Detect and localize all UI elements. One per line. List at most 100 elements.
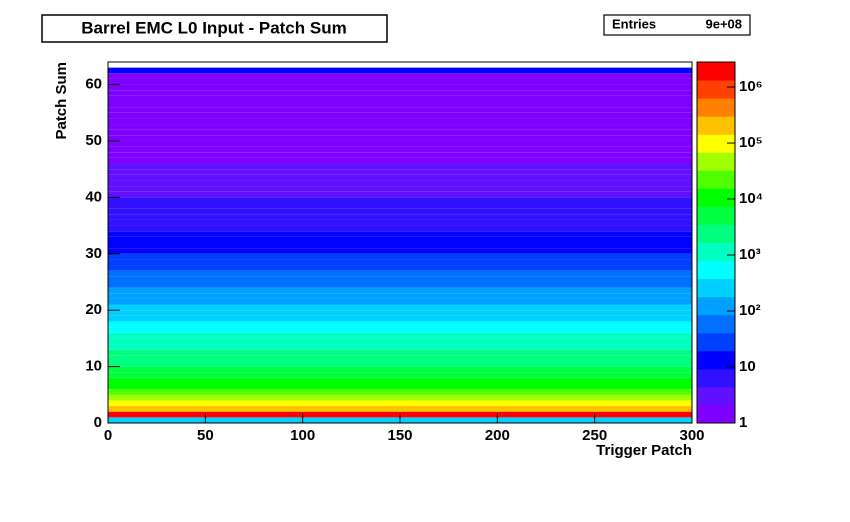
heat-cell bbox=[108, 225, 692, 232]
heat-cell bbox=[108, 372, 692, 378]
heat-cell bbox=[108, 248, 692, 254]
heat-cell bbox=[108, 112, 692, 119]
heat-cell bbox=[108, 377, 692, 384]
heat-cell bbox=[108, 231, 692, 237]
y-tick-label: 60 bbox=[85, 76, 102, 93]
heat-cell bbox=[108, 67, 692, 74]
heat-cell bbox=[108, 242, 692, 249]
heat-cell bbox=[108, 157, 692, 164]
z-tick-label: 10 bbox=[739, 358, 756, 375]
heat-cell bbox=[108, 140, 692, 147]
x-tick-label: 200 bbox=[485, 427, 510, 444]
heat-cell bbox=[108, 298, 692, 305]
chart-title: Barrel EMC L0 Input - Patch Sum bbox=[81, 18, 346, 37]
heat-cell bbox=[108, 332, 692, 339]
heat-cell bbox=[108, 259, 692, 266]
x-tick-label: 50 bbox=[197, 427, 214, 444]
heat-cell bbox=[108, 95, 692, 102]
z-tick-label: 10⁴ bbox=[739, 190, 763, 207]
heat-cell bbox=[108, 394, 692, 401]
heat-cell bbox=[108, 265, 692, 271]
heat-cell bbox=[108, 84, 692, 91]
x-axis-label: Trigger Patch bbox=[596, 442, 692, 459]
heat-cell bbox=[108, 152, 692, 158]
y-tick-label: 0 bbox=[94, 414, 102, 431]
heat-cell bbox=[108, 344, 692, 350]
heat-cell bbox=[108, 214, 692, 220]
heat-cell bbox=[108, 129, 692, 136]
heat-cell bbox=[108, 281, 692, 288]
z-tick-label: 10² bbox=[739, 302, 761, 319]
heat-cell bbox=[108, 253, 692, 260]
heat-cell bbox=[108, 360, 692, 367]
palette-swatch bbox=[697, 242, 735, 262]
x-tick-label: 0 bbox=[104, 427, 112, 444]
palette-swatch bbox=[697, 170, 735, 189]
heat-cell bbox=[108, 293, 692, 299]
heat-cell bbox=[108, 349, 692, 356]
palette-swatch bbox=[697, 224, 735, 243]
palette-swatch bbox=[697, 278, 735, 298]
heat-cell bbox=[108, 276, 692, 282]
palette-swatch bbox=[697, 350, 735, 370]
palette-swatch bbox=[697, 386, 735, 406]
heat-cell bbox=[108, 163, 692, 170]
heat-cell bbox=[108, 90, 692, 96]
y-axis-label: Patch Sum bbox=[53, 62, 70, 140]
x-tick-label: 150 bbox=[387, 427, 412, 444]
heat-cell bbox=[108, 197, 692, 204]
heat-cell bbox=[108, 270, 692, 277]
heat-cell bbox=[108, 203, 692, 209]
palette-swatch bbox=[697, 296, 735, 316]
heat-cell bbox=[108, 118, 692, 125]
stats-box bbox=[603, 14, 751, 36]
z-tick-label: 10⁶ bbox=[739, 78, 763, 95]
heat-cell bbox=[108, 107, 692, 113]
heat-cell bbox=[108, 101, 692, 108]
heat-cell bbox=[108, 321, 692, 328]
heat-cell bbox=[108, 310, 692, 316]
heat-cell bbox=[108, 338, 692, 345]
stats-value: 9e+08 bbox=[705, 16, 742, 31]
z-tick-label: 10³ bbox=[739, 246, 761, 263]
heat-cell bbox=[108, 406, 692, 412]
heat-cell bbox=[108, 219, 692, 226]
heat-cell bbox=[108, 135, 692, 141]
heat-cell bbox=[108, 186, 692, 192]
y-tick-label: 40 bbox=[85, 188, 102, 205]
heat-cell bbox=[108, 366, 692, 373]
x-tick-label: 300 bbox=[679, 427, 704, 444]
x-tick-label: 250 bbox=[582, 427, 607, 444]
heat-cell bbox=[108, 191, 692, 198]
heat-cell bbox=[108, 180, 692, 187]
heat-cell bbox=[108, 389, 692, 395]
palette-swatch bbox=[697, 404, 735, 424]
palette-swatch bbox=[697, 314, 735, 334]
y-tick-label: 50 bbox=[85, 132, 102, 149]
heat-cell bbox=[108, 327, 692, 333]
z-tick-label: 1 bbox=[739, 414, 747, 431]
title-box bbox=[41, 14, 388, 43]
x-tick-label: 100 bbox=[290, 427, 315, 444]
heat-cell bbox=[108, 383, 692, 390]
heat-cell bbox=[108, 124, 692, 130]
palette-swatch bbox=[697, 98, 735, 117]
heat-cell bbox=[108, 236, 692, 243]
heat-cell bbox=[108, 315, 692, 322]
palette-swatch bbox=[697, 188, 735, 207]
palette-swatch bbox=[697, 206, 735, 225]
heat-cell bbox=[108, 355, 692, 361]
palette-swatch bbox=[697, 134, 735, 153]
heat-cell bbox=[108, 174, 692, 181]
palette-swatch bbox=[697, 152, 735, 171]
heat-cell bbox=[108, 304, 692, 311]
y-tick-label: 30 bbox=[85, 245, 102, 262]
heat-cell bbox=[108, 146, 692, 153]
palette-swatch bbox=[697, 116, 735, 135]
heat-cell bbox=[108, 169, 692, 175]
palette-swatch bbox=[697, 260, 735, 280]
heat-cell bbox=[108, 78, 692, 85]
z-tick-label: 10⁵ bbox=[739, 134, 763, 151]
palette-frame bbox=[696, 61, 736, 424]
